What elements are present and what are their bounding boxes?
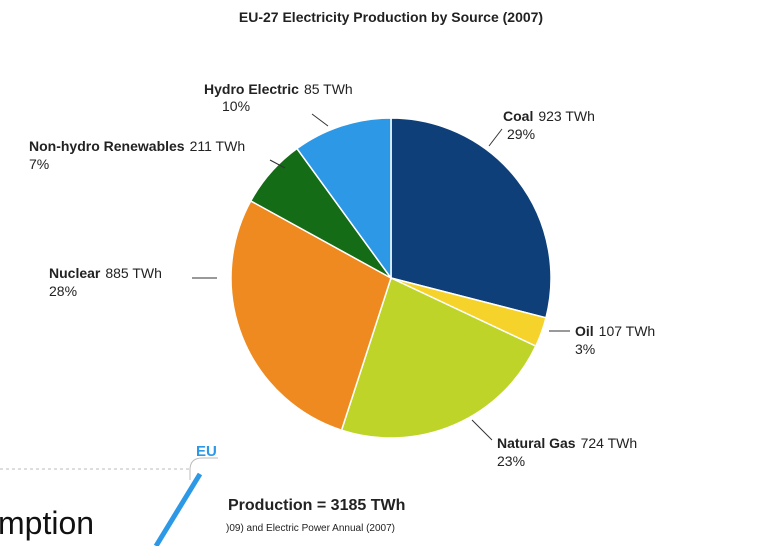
leader-line bbox=[488, 128, 503, 147]
category-name: Hydro Electric bbox=[204, 81, 299, 97]
amount-label: 724 TWh bbox=[581, 435, 638, 451]
cut-text: mption bbox=[0, 505, 94, 541]
slice bbox=[340, 276, 537, 439]
chart-title: EU-27 Electricity Production by Source (… bbox=[239, 9, 543, 25]
category-name: Natural Gas bbox=[497, 435, 576, 451]
value-label: 28% bbox=[49, 283, 77, 299]
leader-line bbox=[311, 113, 329, 127]
value-label: 23% bbox=[497, 453, 525, 469]
amount-label: 885 TWh bbox=[105, 265, 162, 281]
source: )09) and Electric Power Annual (2007) bbox=[226, 523, 395, 534]
decor-line bbox=[153, 472, 203, 546]
slice bbox=[390, 117, 552, 319]
leader-line bbox=[269, 159, 286, 169]
category-name: Oil bbox=[575, 323, 594, 339]
amount-label: 211 TWh bbox=[190, 138, 246, 154]
tag: EU bbox=[196, 443, 217, 460]
tag-border bbox=[189, 457, 218, 480]
total: Production = 3185 TWh bbox=[228, 497, 405, 514]
slice-label: Nuclear 885 TWh bbox=[49, 265, 162, 281]
category-name: Coal bbox=[503, 108, 533, 124]
slice-label: Natural Gas 724 TWh bbox=[497, 435, 637, 451]
slice-label: Coal 923 TWh bbox=[503, 108, 595, 124]
leader-line bbox=[471, 419, 493, 441]
value-label: 7% bbox=[29, 156, 49, 172]
amount-label: 85 TWh bbox=[304, 81, 353, 97]
category-name: Non-hydro Renewables bbox=[29, 138, 185, 154]
category-name: Nuclear bbox=[49, 265, 101, 281]
slice-label: Oil 107 TWh bbox=[575, 323, 655, 339]
slice-label: Non-hydro Renewables 211 TWh bbox=[29, 138, 245, 154]
amount-label: 923 TWh bbox=[538, 108, 595, 124]
slice bbox=[295, 117, 392, 281]
slice-label: Hydro Electric 85 TWh bbox=[204, 81, 353, 97]
value-label: 10% bbox=[222, 98, 250, 114]
value-label: 29% bbox=[507, 126, 535, 142]
value-label: 3% bbox=[575, 341, 595, 357]
slice bbox=[230, 199, 392, 432]
amount-label: 107 TWh bbox=[599, 323, 656, 339]
